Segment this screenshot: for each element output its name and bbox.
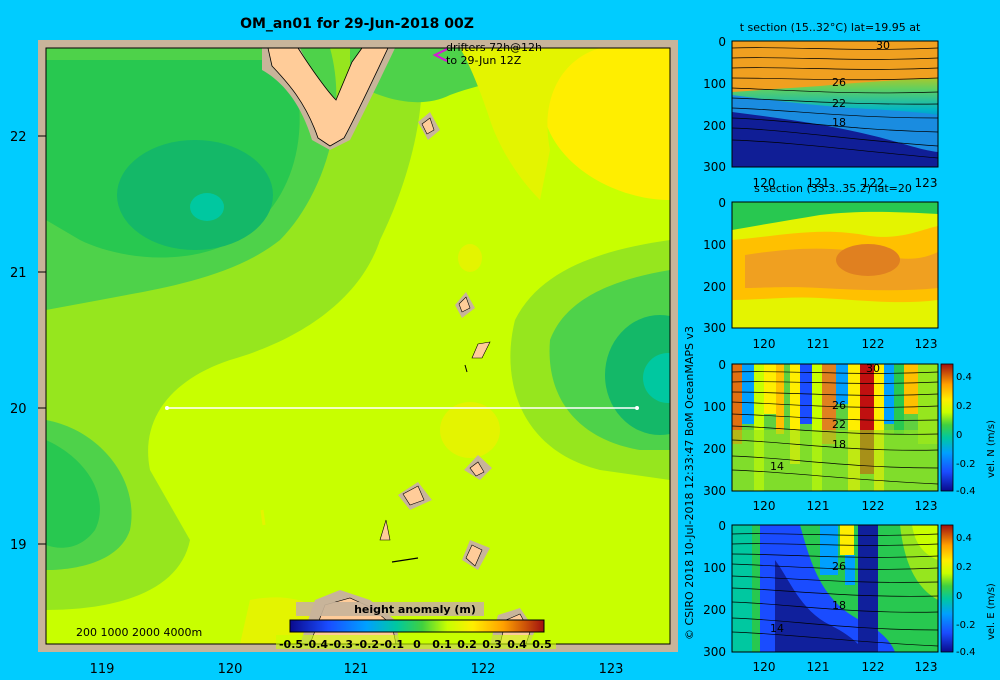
colorbar-tick: 0: [956, 591, 962, 602]
lon-tick: 123: [915, 499, 938, 513]
colorbar-tick: -0.4: [956, 486, 976, 497]
lon-tick: 122: [862, 499, 885, 513]
salinity-section-panel: s section (33.3..35.2) lat=20 0 100 200 …: [703, 182, 939, 351]
depth-tick: 100: [703, 400, 726, 414]
contour-label: 30: [876, 39, 890, 52]
colorbar-tick: 0.3: [482, 638, 502, 651]
depth-tick: 300: [703, 321, 726, 335]
colorbar-tick: -0.2: [956, 620, 976, 631]
sea-level-anomaly-field: [46, 48, 670, 644]
depth-tick: 200: [703, 119, 726, 133]
colorbar-tick: -0.2: [956, 459, 976, 470]
transect-start-marker: [165, 406, 169, 410]
colorbar-tick: -0.1: [380, 638, 404, 651]
northward-velocity-section-panel: 30 26 22 18 14 0 100 200 300 120 121 122…: [703, 358, 997, 513]
depth-contour-legend: 200 1000 2000 4000m: [76, 626, 202, 639]
lon-tick-label: 121: [344, 662, 369, 677]
lon-tick: 123: [915, 176, 938, 190]
depth-tick: 100: [703, 238, 726, 252]
drifter-note-line2: to 29-Jun 12Z: [446, 54, 522, 67]
drifter-track-icon: [432, 48, 448, 62]
colorbar-tick: -0.5: [279, 638, 303, 651]
depth-tick: 200: [703, 442, 726, 456]
lon-tick: 120: [753, 660, 776, 674]
colorbar-tick: -0.2: [355, 638, 379, 651]
colorbar-label: vel. N (m/s): [986, 420, 997, 478]
depth-tick: 0: [718, 519, 726, 533]
lon-tick: 122: [862, 660, 885, 674]
depth-tick: 300: [703, 160, 726, 174]
colorbar-tick: 0.4: [956, 372, 972, 383]
depth-tick: 200: [703, 603, 726, 617]
latitude-axis: 22 21 20 19: [10, 130, 46, 553]
main-map: OM_an01 for 29-Jun-2018 00Z: [10, 16, 678, 677]
contour-label: 18: [832, 599, 846, 612]
contour-label: 30: [866, 362, 880, 375]
colorbar-tick: 0: [956, 430, 962, 441]
lon-tick-label: 123: [599, 662, 624, 677]
temperature-section-panel: t section (15..32°C) lat=19.95 at 30 26 …: [703, 21, 939, 190]
colorbar-tick: -0.4: [304, 638, 328, 651]
lon-tick: 120: [753, 499, 776, 513]
colorbar-title: height anomaly (m): [354, 603, 476, 616]
lon-tick: 121: [807, 337, 830, 351]
colorbar-tick: 0.4: [507, 638, 527, 651]
lat-tick-label: 21: [10, 266, 27, 281]
lat-tick-label: 20: [10, 402, 27, 417]
s-section-title: s section (33.3..35.2) lat=20: [754, 182, 912, 195]
colorbar-tick: 0.2: [956, 401, 972, 412]
colorbar-tick: 0: [413, 638, 421, 651]
vel-n-colorbar: 0.4 0.2 0 -0.2 -0.4 vel. N (m/s): [940, 363, 997, 497]
lat-tick-label: 19: [10, 538, 27, 553]
depth-tick: 100: [703, 77, 726, 91]
lon-tick: 123: [915, 337, 938, 351]
contour-label: 22: [832, 97, 846, 110]
colorbar-label: vel. E (m/s): [986, 583, 997, 640]
contour-label: 22: [832, 418, 846, 431]
map-title: OM_an01 for 29-Jun-2018 00Z: [240, 16, 474, 32]
depth-tick: 300: [703, 645, 726, 659]
lat-tick-label: 22: [10, 130, 27, 145]
colorbar-tick: 0.2: [457, 638, 477, 651]
colorbar-tick: -0.4: [956, 647, 976, 658]
lon-tick-label: 122: [471, 662, 496, 677]
drifter-note-line1: drifters 72h@12h: [446, 41, 542, 54]
credit-text: © CSIRO 2018 10-Jul-2018 12:33:47 BoM Oc…: [683, 326, 696, 640]
lon-tick-label: 119: [90, 662, 115, 677]
contour-label: 26: [832, 399, 846, 412]
contour-label: 14: [770, 622, 784, 635]
t-section-title: t section (15..32°C) lat=19.95 at: [740, 21, 921, 34]
contour-label: 26: [832, 560, 846, 573]
lon-tick: 121: [807, 176, 830, 190]
contour-label: 18: [832, 116, 846, 129]
lon-tick: 120: [753, 176, 776, 190]
lon-tick-label: 120: [218, 662, 243, 677]
depth-tick: 0: [718, 35, 726, 49]
depth-tick: 0: [718, 358, 726, 372]
contour-label: 14: [770, 460, 784, 473]
colorbar-tick: 0.2: [956, 562, 972, 573]
lon-tick: 123: [915, 660, 938, 674]
colorbar-tick: 0.1: [432, 638, 452, 651]
eastward-velocity-section-panel: 26 18 14 0 100 200 300 120 121 122 123 0…: [703, 519, 997, 674]
colorbar-tick: 0.4: [956, 533, 972, 544]
vel-e-colorbar: 0.4 0.2 0 -0.2 -0.4 vel. E (m/s): [940, 524, 997, 658]
transect-end-marker: [635, 406, 639, 410]
lon-tick: 122: [862, 337, 885, 351]
lon-tick: 122: [862, 176, 885, 190]
colorbar-tick: -0.3: [329, 638, 353, 651]
height-anomaly-colorbar: height anomaly (m) -0.5 -0.4 -0.3 -0.2 -…: [276, 602, 556, 651]
lon-tick: 121: [807, 499, 830, 513]
lon-tick: 121: [807, 660, 830, 674]
contour-label: 18: [832, 438, 846, 451]
depth-tick: 100: [703, 561, 726, 575]
depth-tick: 300: [703, 484, 726, 498]
depth-tick: 0: [718, 196, 726, 210]
contour-label: 26: [832, 76, 846, 89]
lon-tick: 120: [753, 337, 776, 351]
longitude-axis: 119 120 121 122 123: [90, 662, 624, 677]
depth-tick: 200: [703, 280, 726, 294]
colorbar-tick: 0.5: [532, 638, 552, 651]
